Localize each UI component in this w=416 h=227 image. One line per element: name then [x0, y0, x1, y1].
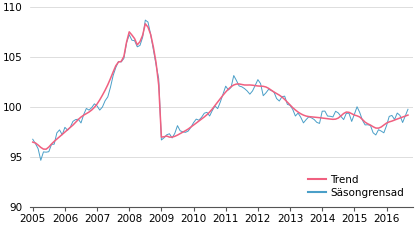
Legend: Trend, Säsongrensad: Trend, Säsongrensad [307, 175, 404, 198]
